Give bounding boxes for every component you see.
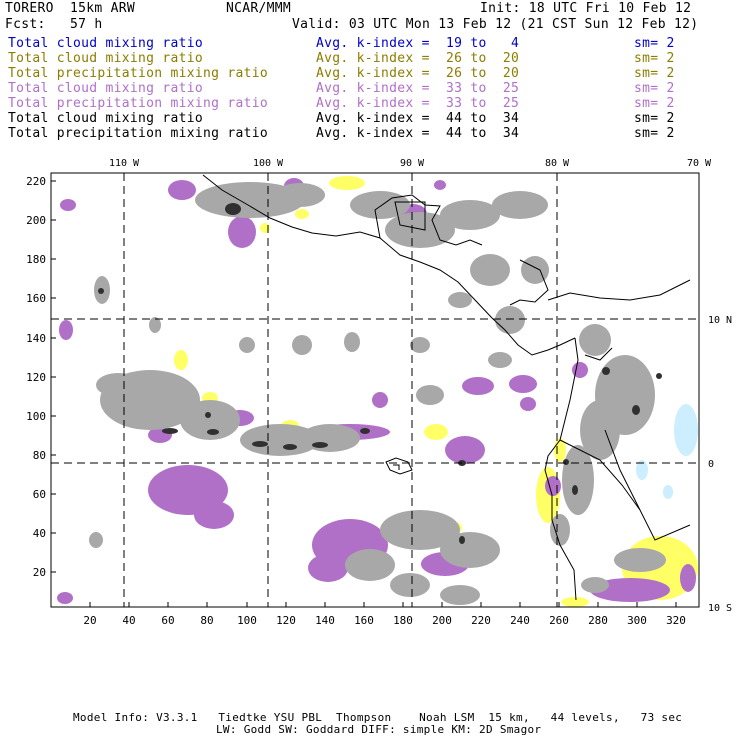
legend-field: Total cloud mixing ratio	[8, 111, 204, 126]
x-tick: 320	[666, 614, 686, 627]
y-tick: 60	[33, 488, 46, 501]
x-tick: 40	[122, 614, 135, 627]
lon-label: 90 W	[400, 158, 425, 169]
lon-labels: 110 W 100 W 90 W 80 W 70 W	[109, 158, 712, 169]
legend-sm: sm= 2	[634, 66, 675, 81]
forecast-hour: Fcst: 57 h	[5, 17, 103, 32]
physics-info: LW: Godd SW: Goddard DIFF: simple KM: 2D…	[216, 723, 542, 736]
legend-field: Total cloud mixing ratio	[8, 36, 204, 51]
init-time: Init: 18 UTC Fri 10 Feb 12	[480, 1, 692, 16]
y-tick-labels: 220 200 180 160 140 120 100 80 60 40 20	[26, 175, 46, 579]
lon-label: 80 W	[545, 158, 570, 169]
legend-kindex: Avg. k-index = 44 to 34	[316, 111, 520, 126]
legend-kindex: Avg. k-index = 26 to 20	[316, 51, 520, 66]
x-tick: 160	[354, 614, 374, 627]
x-tick: 120	[276, 614, 296, 627]
x-tick: 280	[588, 614, 608, 627]
lat-label: 10 S	[708, 603, 732, 614]
y-tick: 160	[26, 292, 46, 305]
coastlines	[202, 174, 691, 601]
legend-kindex: Avg. k-index = 33 to 25	[316, 96, 520, 111]
legend-field: Total cloud mixing ratio	[8, 81, 204, 96]
gray-field	[89, 182, 666, 605]
legend-field: Total precipitation mixing ratio	[8, 126, 269, 141]
model-title: TORERO 15km ARW	[5, 1, 136, 16]
x-tick: 300	[627, 614, 647, 627]
y-tick: 80	[33, 449, 46, 462]
y-tick: 100	[26, 410, 46, 423]
x-tick: 140	[315, 614, 335, 627]
cloud-fields	[57, 176, 698, 607]
legend-sm: sm= 2	[634, 81, 675, 96]
legend-sm: sm= 2	[634, 36, 675, 51]
legend-sm: sm= 2	[634, 111, 675, 126]
legend-kindex: Avg. k-index = 44 to 34	[316, 126, 520, 141]
lon-label: 110 W	[109, 158, 140, 169]
x-tick: 180	[393, 614, 413, 627]
lat-label: 10 N	[708, 315, 732, 326]
x-tick: 260	[549, 614, 569, 627]
tick-marks	[51, 180, 677, 607]
x-tick-labels: 20 40 60 80 100 120 140 160 180 200 220 …	[83, 614, 686, 627]
x-tick: 220	[471, 614, 491, 627]
model-info: Model Info: V3.3.1 Tiedtke YSU PBL Thomp…	[73, 711, 683, 724]
x-tick: 240	[510, 614, 530, 627]
y-tick: 180	[26, 253, 46, 266]
lon-label: 100 W	[253, 158, 284, 169]
organization: NCAR/MMM	[226, 1, 292, 16]
map-frame	[50, 172, 700, 608]
y-tick: 200	[26, 214, 46, 227]
legend-kindex: Avg. k-index = 33 to 25	[316, 81, 520, 96]
x-tick: 20	[83, 614, 96, 627]
y-tick: 140	[26, 332, 46, 345]
x-tick: 60	[161, 614, 174, 627]
lat-labels: 10 N 0 10 S	[708, 315, 732, 614]
y-tick: 40	[33, 527, 46, 540]
x-tick: 80	[200, 614, 213, 627]
legend-sm: sm= 2	[634, 126, 675, 141]
y-tick: 120	[26, 371, 46, 384]
valid-time: Valid: 03 UTC Mon 13 Feb 12 (21 CST Sun …	[292, 17, 699, 32]
legend-field: Total precipitation mixing ratio	[8, 66, 269, 81]
dark-cores	[98, 203, 662, 544]
legend-kindex: Avg. k-index = 26 to 20	[316, 66, 520, 81]
y-tick: 20	[33, 566, 46, 579]
legend-kindex: Avg. k-index = 19 to 4	[316, 36, 520, 51]
x-tick: 200	[432, 614, 452, 627]
lightblue-field	[636, 404, 698, 499]
legend-sm: sm= 2	[634, 51, 675, 66]
legend-field: Total cloud mixing ratio	[8, 51, 204, 66]
lat-label: 0	[708, 459, 714, 470]
y-tick: 220	[26, 175, 46, 188]
legend-sm: sm= 2	[634, 96, 675, 111]
legend-field: Total precipitation mixing ratio	[8, 96, 269, 111]
lon-label: 70 W	[687, 158, 712, 169]
latlon-grid	[51, 173, 699, 607]
x-tick: 100	[237, 614, 257, 627]
